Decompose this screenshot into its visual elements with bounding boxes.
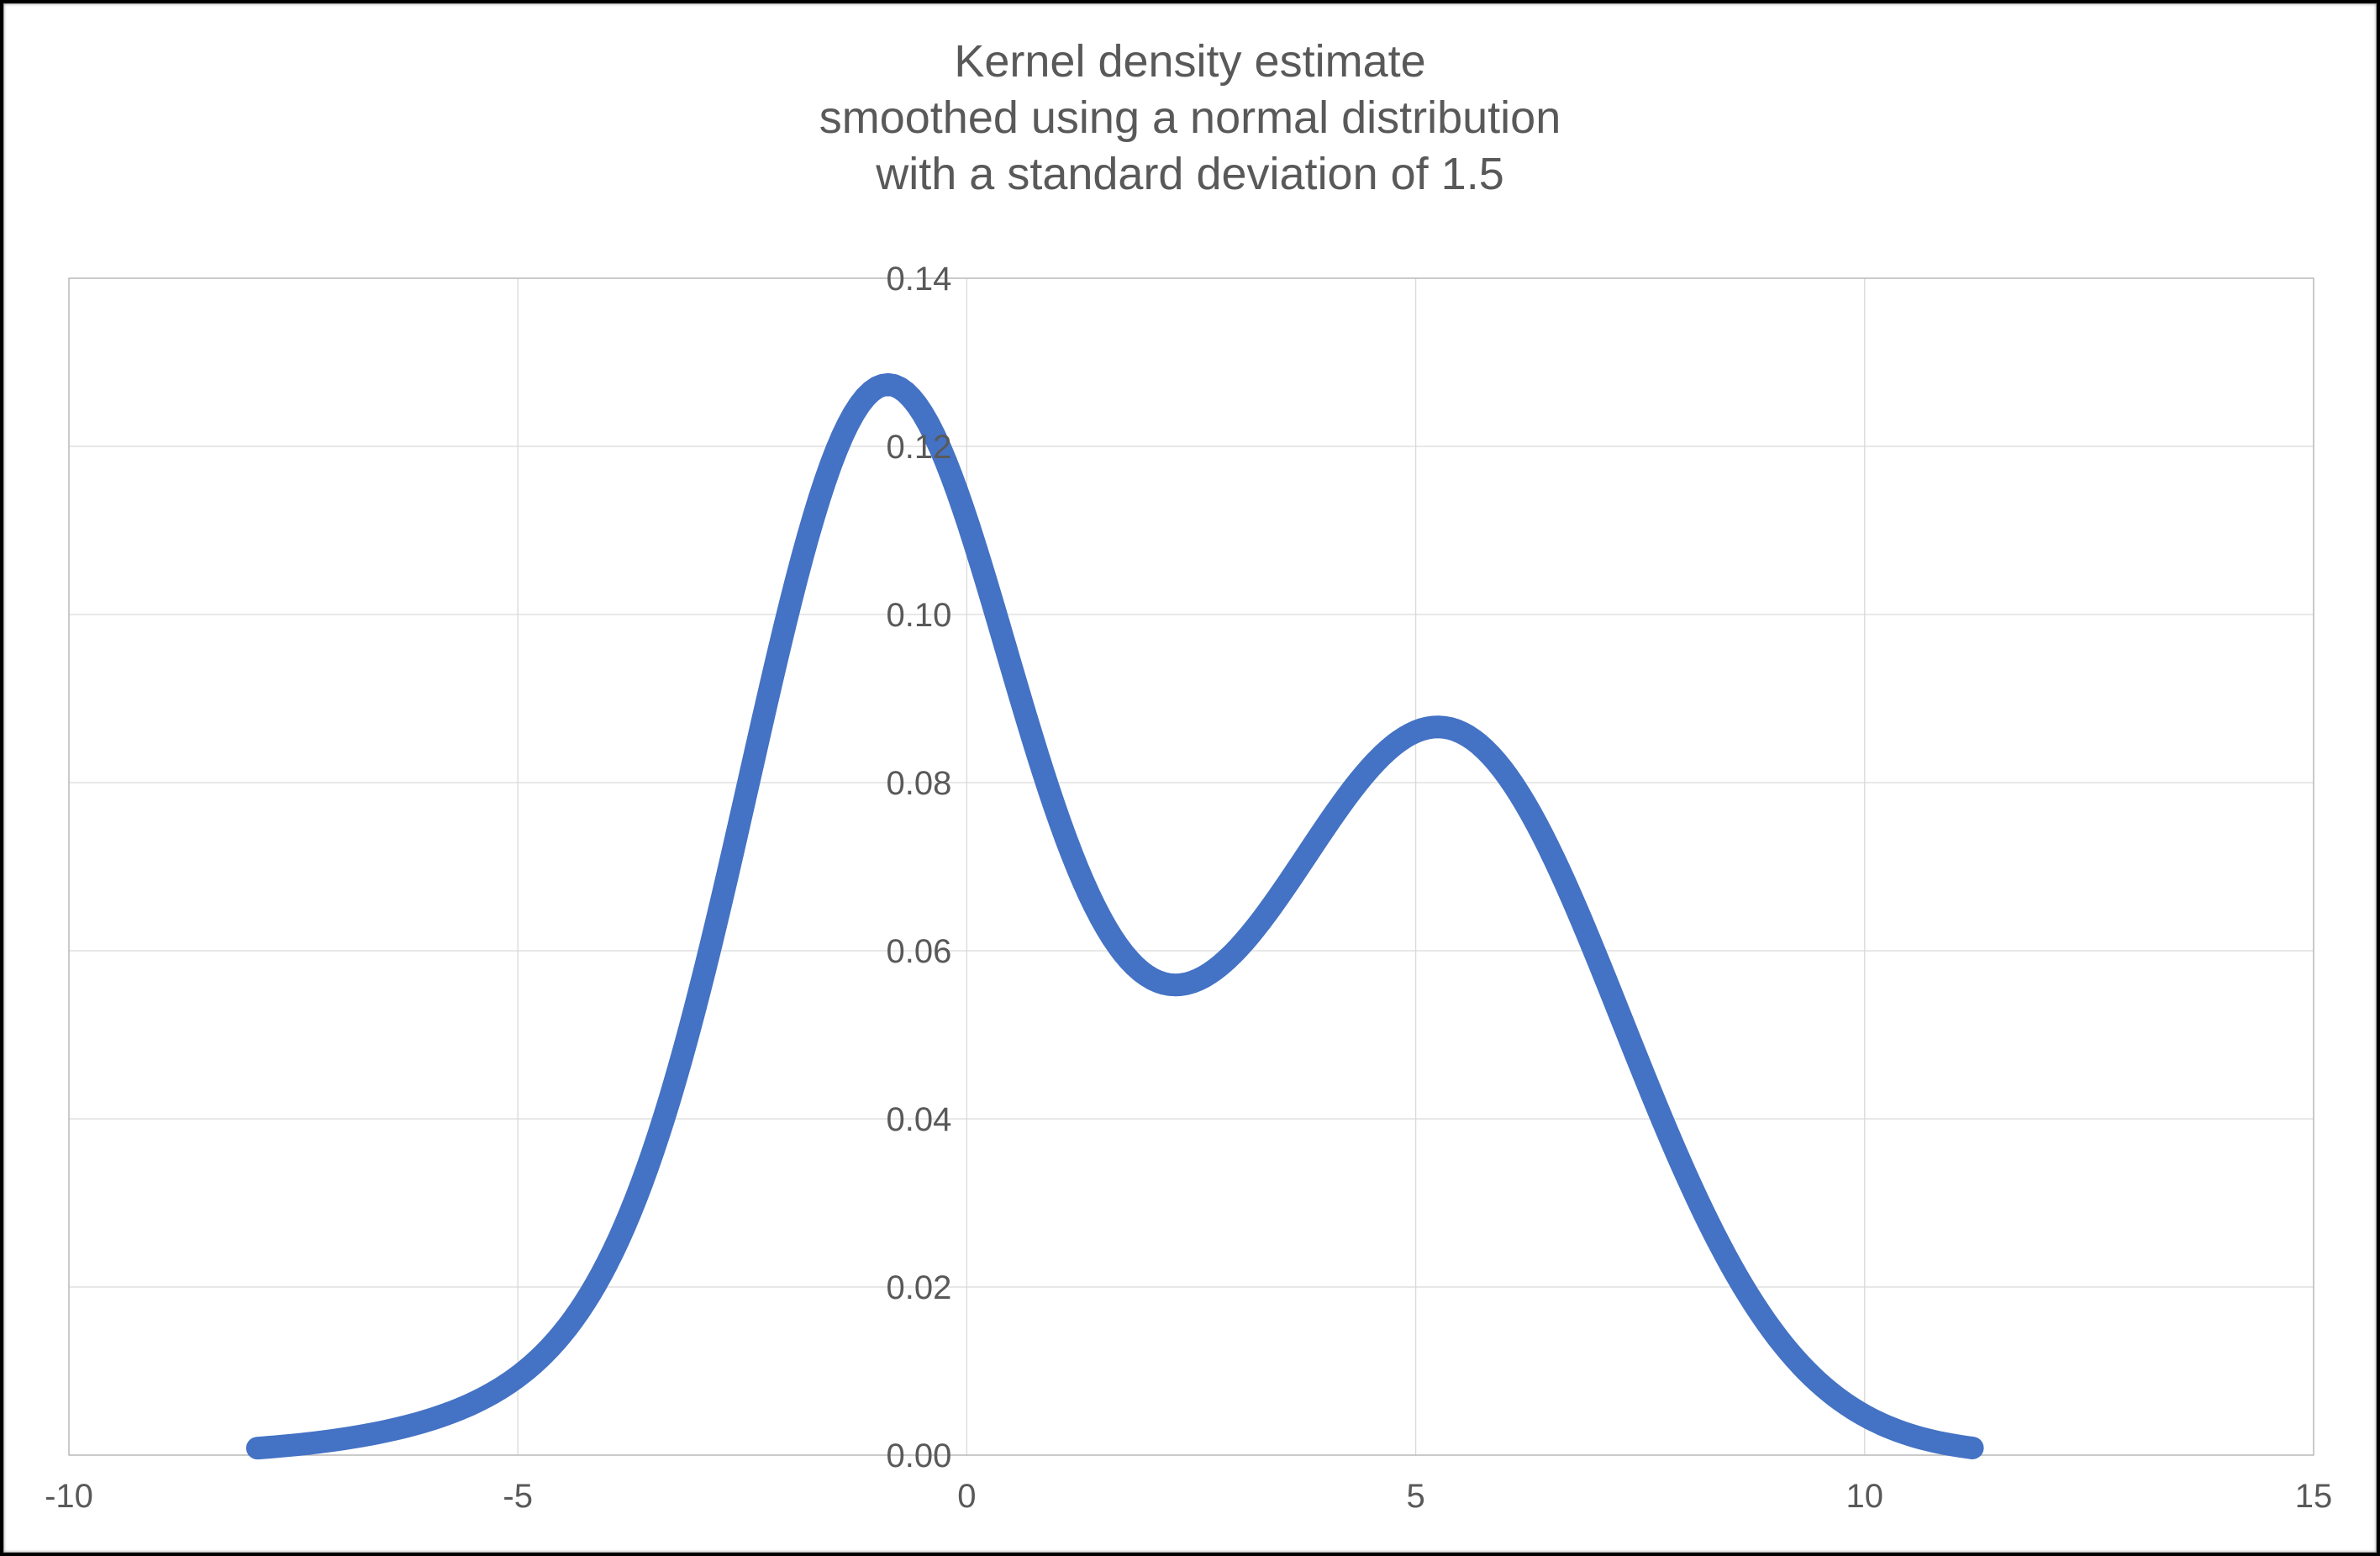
- svg-text:0.06: 0.06: [887, 933, 952, 970]
- svg-text:0.12: 0.12: [887, 429, 952, 466]
- svg-text:0.02: 0.02: [887, 1269, 952, 1306]
- svg-text:5: 5: [1406, 1478, 1424, 1515]
- svg-text:0.08: 0.08: [887, 765, 952, 802]
- svg-text:0: 0: [957, 1478, 976, 1515]
- svg-text:0.14: 0.14: [887, 261, 952, 298]
- svg-text:10: 10: [1846, 1478, 1884, 1515]
- svg-text:-10: -10: [45, 1478, 93, 1515]
- svg-text:-5: -5: [503, 1478, 533, 1515]
- svg-text:0.10: 0.10: [887, 597, 952, 634]
- svg-text:0.04: 0.04: [887, 1101, 952, 1138]
- svg-text:15: 15: [2295, 1478, 2333, 1515]
- svg-text:0.00: 0.00: [887, 1437, 952, 1474]
